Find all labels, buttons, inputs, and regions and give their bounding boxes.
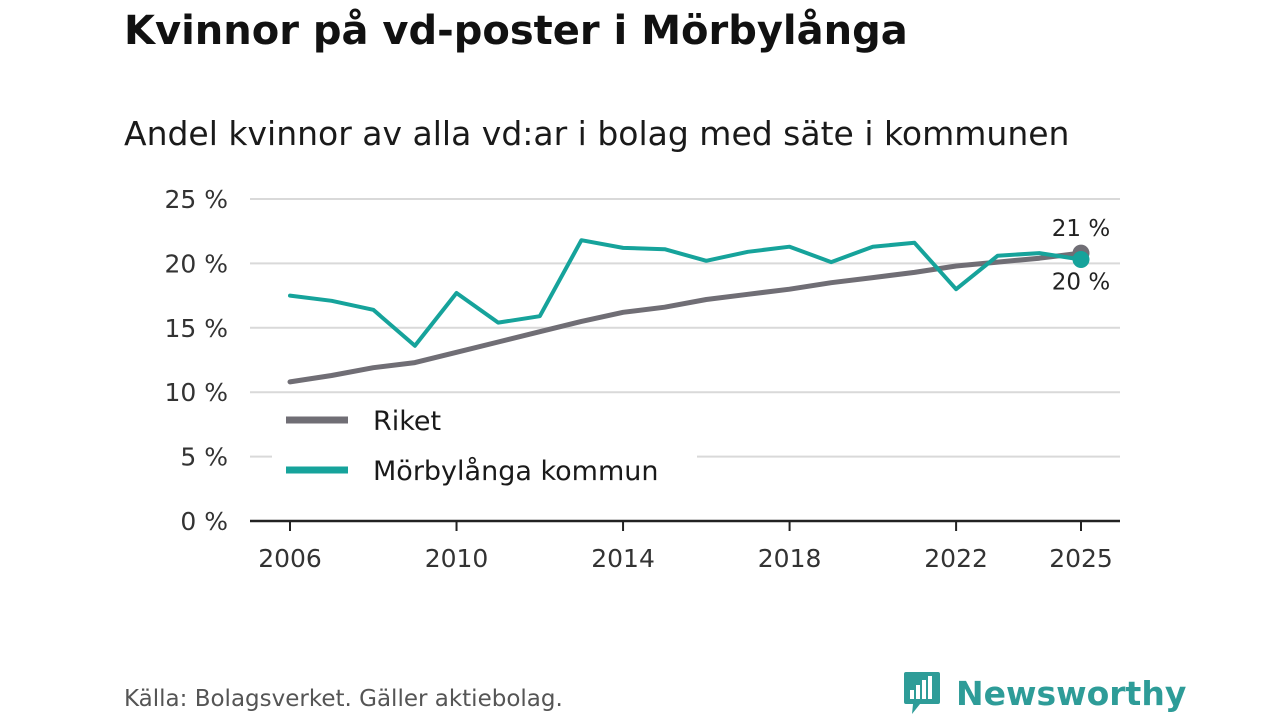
legend-background: [272, 395, 697, 500]
legend-label: Mörbylånga kommun: [373, 456, 658, 487]
y-tick-label: 25 %: [164, 185, 228, 214]
y-tick-label: 20 %: [164, 249, 228, 278]
end-label-riket: 21 %: [1052, 216, 1110, 242]
end-point-morbylanga: [1072, 251, 1090, 269]
y-tick-label: 15 %: [164, 314, 228, 343]
newsworthy-logo-icon: [904, 672, 940, 714]
logo-bar-3: [922, 680, 926, 699]
x-tick-label: 2006: [258, 544, 322, 573]
x-axis-ticks: 2006 2010 2014 2018 2022 2025: [258, 521, 1113, 573]
series-lines: [287, 238, 1090, 385]
x-tick-label: 2025: [1049, 544, 1113, 573]
x-tick-label: 2014: [591, 544, 655, 573]
line-chart: 0 %5 %10 %15 %20 %25 % 2006 2010 2014 2018 2…: [164, 185, 1120, 573]
y-tick-label: 10 %: [164, 378, 228, 407]
x-tick-label: 2018: [758, 544, 822, 573]
y-tick-label: 5 %: [180, 443, 228, 472]
brand-name: Newsworthy: [956, 673, 1187, 713]
brand-logo[interactable]: Newsworthy: [902, 670, 1186, 716]
chart-subtitle: Andel kvinnor av alla vd:ar i bolag med …: [124, 114, 1070, 153]
chart-title: Kvinnor på vd-poster i Mörbylånga: [124, 8, 908, 54]
legend: Riket Mörbylånga kommun: [272, 395, 697, 500]
y-axis-ticks: 0 % 5 % 10 % 15 % 20 % 25 %: [164, 185, 228, 536]
logo-bar-1: [910, 690, 914, 699]
y-tick-label: 0 %: [180, 507, 228, 536]
x-tick-label: 2022: [924, 544, 988, 573]
source-note: Källa: Bolagsverket. Gäller aktiebolag.: [124, 686, 563, 712]
end-label-morbylanga: 20 %: [1052, 270, 1110, 296]
logo-bar-4: [928, 676, 932, 699]
end-labels: 21 % 20 %: [1052, 216, 1110, 295]
x-tick-label: 2010: [425, 544, 489, 573]
series-line-morbylanga: [288, 238, 1083, 348]
legend-label: Riket: [373, 406, 441, 437]
series-line-riket: [287, 250, 1084, 385]
logo-bar-2: [916, 685, 920, 699]
